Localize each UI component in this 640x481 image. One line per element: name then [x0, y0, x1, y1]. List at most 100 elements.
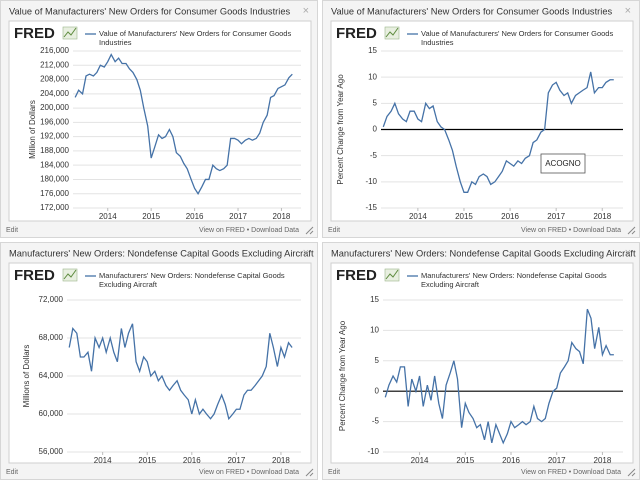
y-tick-label: 15: [370, 295, 379, 304]
resize-icon: [627, 226, 636, 235]
y-tick-label: 172,000: [40, 203, 69, 212]
close-button: ×: [303, 5, 309, 17]
y-tick-label: 5: [373, 98, 378, 107]
data-line: [74, 53, 293, 195]
resize-icon: [627, 468, 636, 477]
y-tick-label: 176,000: [40, 189, 69, 198]
chart-panel: Manufacturers' New Orders: Nondefense Ca…: [0, 242, 318, 480]
x-tick-label: 2015: [455, 212, 473, 221]
logo-icon-line: [385, 27, 399, 38]
x-tick-label: 2015: [456, 456, 474, 465]
legend-label: Value of Manufacturers' New Orders for C…: [99, 29, 292, 47]
y-tick-label: 64,000: [39, 371, 64, 380]
close-button: ×: [303, 247, 309, 259]
x-tick-label: 2018: [273, 212, 291, 221]
footer-links: View on FRED • Download Data: [521, 227, 621, 234]
y-tick-label: 196,000: [40, 117, 69, 126]
chart-title: Manufacturers' New Orders: Nondefense Ca…: [331, 248, 636, 258]
data-line: [382, 71, 614, 193]
y-axis-label: Percent Change from Year Ago: [336, 74, 345, 185]
logo-icon-line: [63, 269, 77, 280]
y-tick-label: 200,000: [40, 103, 69, 112]
x-tick-label: 2018: [272, 456, 290, 465]
y-tick-label: 192,000: [40, 132, 69, 141]
close-button: ×: [625, 247, 631, 259]
y-axis-label: Million of Dollars: [28, 100, 37, 159]
legend-label: Value of Manufacturers' New Orders for C…: [421, 29, 614, 47]
fred-logo: FRED: [336, 267, 377, 284]
fred-logo: FRED: [14, 25, 55, 42]
chart-box: [330, 20, 634, 222]
logo-icon: [62, 26, 78, 40]
logo-icon: [384, 268, 400, 282]
chart-panel: Value of Manufacturers' New Orders for C…: [322, 0, 640, 238]
x-tick-label: 2014: [94, 456, 112, 465]
resize-icon: [305, 226, 314, 235]
y-tick-label: -10: [367, 447, 379, 456]
logo-icon: [384, 26, 400, 40]
y-tick-label: 208,000: [40, 75, 69, 84]
x-tick-label: 2017: [227, 456, 245, 465]
y-tick-label: 72,000: [39, 295, 64, 304]
x-tick-label: 2014: [409, 212, 427, 221]
y-tick-label: 216,000: [40, 46, 69, 55]
y-tick-label: 188,000: [40, 146, 69, 155]
resize-icon: [305, 468, 314, 477]
footer-edit: Edit: [6, 469, 18, 476]
fred-logo: FRED: [336, 25, 377, 42]
x-tick-label: 2016: [183, 456, 201, 465]
chart-title: Value of Manufacturers' New Orders for C…: [9, 6, 290, 16]
chart: Manufacturers' New Orders: Nondefense Ca…: [328, 247, 636, 477]
footer-links: View on FRED • Download Data: [521, 469, 621, 476]
y-tick-label: 68,000: [39, 333, 64, 342]
y-tick-label: 0: [375, 386, 380, 395]
y-tick-label: -5: [372, 417, 380, 426]
x-tick-label: 2018: [594, 456, 612, 465]
y-tick-label: 60,000: [39, 409, 64, 418]
fred-logo: FRED: [14, 267, 55, 284]
x-tick-label: 2017: [229, 212, 247, 221]
footer-edit: Edit: [328, 469, 340, 476]
chart: Value of Manufacturers' New Orders for C…: [328, 5, 636, 235]
y-tick-label: 184,000: [40, 160, 69, 169]
y-tick-label: 10: [368, 72, 377, 81]
x-tick-label: 2014: [411, 456, 429, 465]
chart: Manufacturers' New Orders: Nondefense Ca…: [6, 247, 314, 477]
legend-label: Manufacturers' New Orders: Nondefense Ca…: [99, 271, 285, 289]
y-tick-label: 10: [370, 326, 379, 335]
chart-box: [8, 262, 312, 464]
annotation: ACOGNO: [545, 159, 581, 168]
y-tick-label: 212,000: [40, 60, 69, 69]
logo-icon-line: [385, 269, 399, 280]
y-tick-label: 204,000: [40, 89, 69, 98]
y-tick-label: -5: [370, 151, 378, 160]
x-tick-label: 2014: [99, 212, 117, 221]
y-axis-label: Millions of Dollars: [22, 345, 31, 408]
y-tick-label: -15: [365, 203, 377, 212]
chart-title: Value of Manufacturers' New Orders for C…: [331, 6, 612, 16]
footer-edit: Edit: [328, 227, 340, 234]
y-tick-label: 56,000: [39, 447, 64, 456]
chart-panel: Manufacturers' New Orders: Nondefense Ca…: [322, 242, 640, 480]
x-tick-label: 2016: [502, 456, 520, 465]
y-tick-label: 0: [373, 125, 378, 134]
chart-panel: Value of Manufacturers' New Orders for C…: [0, 0, 318, 238]
data-line: [384, 308, 614, 445]
x-tick-label: 2017: [548, 456, 566, 465]
x-tick-label: 2015: [138, 456, 156, 465]
data-line: [68, 323, 293, 421]
x-tick-label: 2018: [593, 212, 611, 221]
y-tick-label: 15: [368, 46, 377, 55]
annotation-box: [540, 153, 586, 174]
footer-edit: Edit: [6, 227, 18, 234]
y-tick-label: -10: [365, 177, 377, 186]
x-tick-label: 2016: [501, 212, 519, 221]
logo-icon: [62, 268, 78, 282]
x-tick-label: 2016: [186, 212, 204, 221]
x-tick-label: 2017: [547, 212, 565, 221]
logo-icon-line: [63, 27, 77, 38]
chart-title: Manufacturers' New Orders: Nondefense Ca…: [9, 248, 314, 258]
y-axis-label: Percent Change from Year Ago: [338, 320, 347, 431]
footer-links: View on FRED • Download Data: [199, 469, 299, 476]
